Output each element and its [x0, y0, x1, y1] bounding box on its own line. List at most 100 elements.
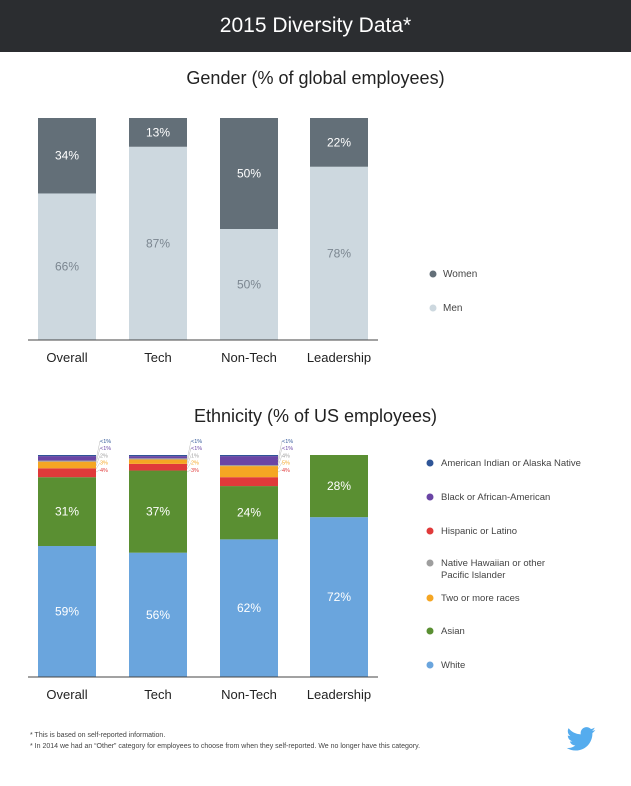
- men-value-label: 50%: [237, 278, 261, 292]
- footnote-1: * This is based on self-reported informa…: [30, 732, 166, 739]
- callout-line: [186, 469, 192, 473]
- footnotes: * This is based on self-reported informa…: [30, 730, 420, 752]
- women-value-label: 50%: [237, 167, 261, 181]
- ethnicity-bar-segment: [220, 477, 278, 487]
- callout-line: [186, 455, 192, 467]
- callout-label: 1%: [191, 453, 199, 459]
- callout-line: [277, 448, 283, 464]
- page-header: 2015 Diversity Data*: [0, 0, 631, 52]
- callout-line: [277, 469, 283, 473]
- ethnicity-value-label: 62%: [237, 601, 261, 615]
- callout-label: 4%: [282, 453, 290, 459]
- legend-swatch: [426, 627, 434, 635]
- men-value-label: 78%: [327, 246, 351, 260]
- category-label: Leadership: [307, 687, 371, 702]
- men-bar: [310, 166, 368, 340]
- women-value-label: 22%: [327, 135, 351, 149]
- legend-label: American Indian or Alaska Native: [441, 458, 581, 469]
- legend-label: Pacific Islander: [441, 570, 505, 581]
- ethnicity-bar-segment: [129, 470, 187, 553]
- category-label: Non-Tech: [221, 350, 277, 365]
- twitter-bird-icon: [566, 727, 596, 751]
- callout-label: 3%: [100, 461, 108, 467]
- callout-line: [95, 462, 101, 470]
- legend-swatch: [426, 594, 434, 602]
- men-bar: [220, 229, 278, 340]
- legend-swatch: [426, 661, 434, 669]
- ethnicity-chart-title: Ethnicity (% of US employees): [193, 406, 438, 426]
- ethnicity-bar-segment: [220, 486, 278, 540]
- callout-label: <1%: [282, 439, 293, 445]
- women-bar: [220, 118, 278, 229]
- category-label: Tech: [144, 350, 171, 365]
- women-bar: [129, 118, 187, 147]
- legend-swatch: [429, 304, 437, 312]
- ethnicity-bar-segment: [38, 477, 96, 547]
- ethnicity-bar-segment: [38, 468, 96, 478]
- ethnicity-bar-segment: [38, 460, 96, 462]
- ethnicity-value-label: 72%: [327, 590, 351, 604]
- ethnicity-bar-segment: [220, 466, 278, 478]
- callout-label: 2%: [100, 453, 108, 459]
- women-value-label: 13%: [146, 125, 170, 139]
- footnote-2: * In 2014 we had an “Other” category for…: [30, 743, 421, 750]
- callout-line: [277, 455, 283, 467]
- ethnicity-bar-segment: [129, 459, 187, 464]
- men-value-label: 87%: [146, 236, 170, 250]
- callout-label: 4%: [100, 468, 108, 474]
- legend-label: Hispanic or Latino: [441, 526, 517, 537]
- callout-line: [95, 440, 101, 461]
- callout-label: 5%: [282, 461, 290, 467]
- ethnicity-value-label: 24%: [237, 506, 261, 520]
- category-label: Non-Tech: [221, 687, 277, 702]
- callout-line: [95, 469, 101, 473]
- callout-label: <1%: [100, 439, 111, 445]
- ethnicity-bar-segment: [129, 458, 187, 460]
- ethnicity-bar-segment: [129, 552, 187, 677]
- ethnicity-bar-segment: [38, 456, 96, 461]
- callout-label: 3%: [191, 468, 199, 474]
- women-bar: [38, 118, 96, 194]
- callout-label: 2%: [191, 461, 199, 467]
- men-value-label: 66%: [55, 260, 79, 274]
- callout-line: [277, 440, 283, 461]
- ethnicity-value-label: 31%: [55, 505, 79, 519]
- legend-label: Women: [443, 269, 477, 280]
- ethnicity-bar-segment: [310, 455, 368, 518]
- legend-label: Asian: [441, 626, 465, 637]
- ethnicity-bar-segment: [220, 464, 278, 467]
- legend-swatch: [426, 527, 434, 535]
- callout-label: <1%: [100, 446, 111, 452]
- ethnicity-bar-segment: [220, 455, 278, 457]
- ethnicity-bar-segment: [38, 546, 96, 677]
- ethnicity-value-label: 59%: [55, 605, 79, 619]
- men-bar: [129, 146, 187, 340]
- ethnicity-bar-segment: [129, 455, 187, 457]
- women-bar: [310, 118, 368, 167]
- legend-swatch: [426, 493, 434, 501]
- callout-label: <1%: [191, 446, 202, 452]
- legend-swatch: [426, 559, 434, 567]
- category-label: Leadership: [307, 350, 371, 365]
- callout-line: [277, 462, 283, 470]
- category-label: Tech: [144, 687, 171, 702]
- legend-label: Black or African-American: [441, 492, 550, 503]
- ethnicity-bar-segment: [129, 463, 187, 471]
- gender-chart-title: Gender (% of global employees): [186, 68, 445, 88]
- ethnicity-bar-segment: [38, 461, 96, 469]
- callout-line: [186, 440, 192, 461]
- callout-line: [95, 455, 101, 467]
- ethnicity-bar-segment: [310, 517, 368, 677]
- legend-label: White: [441, 660, 465, 671]
- ethnicity-bar-segment: [38, 455, 96, 457]
- ethnicity-value-label: 37%: [146, 505, 170, 519]
- callout-label: <1%: [282, 446, 293, 452]
- callout-label: 4%: [282, 468, 290, 474]
- ethnicity-bar-segment: [129, 456, 187, 459]
- page-title: 2015 Diversity Data*: [219, 14, 412, 37]
- ethnicity-value-label: 28%: [327, 479, 351, 493]
- category-label: Overall: [46, 687, 87, 702]
- legend-swatch: [429, 270, 437, 278]
- legend-swatch: [426, 459, 434, 467]
